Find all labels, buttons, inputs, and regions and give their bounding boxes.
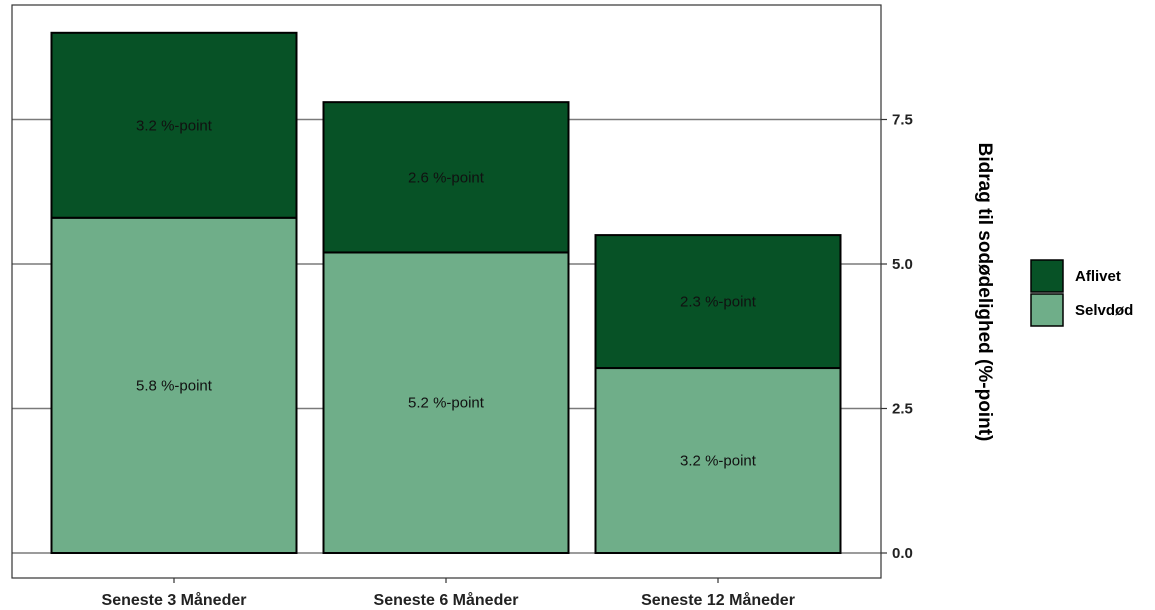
bar-value-labels: 5.8 %-point 3.2 %-point 5.2 %-point 2.6 %-p… (136, 117, 757, 469)
bar-value-label-selvdød-1: 5.2 %-point (408, 395, 485, 412)
x-tick-label-0: Seneste 3 Måneder (102, 591, 247, 609)
bars (50, 31, 842, 555)
x-tick-label-2: Seneste 12 Måneder (641, 591, 795, 609)
bar-value-label-selvdød-0: 5.8 %-point (136, 377, 213, 394)
bar-selvdød-0 (50, 216, 298, 554)
bar-value-label-selvdød-2: 3.2 %-point (680, 453, 757, 470)
bar-selvdød-2 (594, 367, 842, 555)
bar-value-label-aflivet-2: 2.3 %-point (680, 294, 757, 311)
bar-selvdød-1 (322, 251, 570, 554)
y-tick-label-1: 2.5 (892, 401, 913, 418)
y-tick-label-0: 0.0 (892, 545, 913, 562)
legend: Aflivet Selvdød (1030, 259, 1133, 327)
y-axis-title: Bidrag til sodødelighed (%-point) (974, 143, 995, 442)
y-tick-label-3: 7.5 (892, 112, 913, 129)
bar-value-label-aflivet-0: 3.2 %-point (136, 117, 213, 134)
legend-label-selvdød: Selvdød (1075, 302, 1133, 319)
x-tick-label-1: Seneste 6 Måneder (374, 591, 519, 609)
bar-value-label-aflivet-1: 2.6 %-point (408, 169, 485, 186)
bar-aflivet-1 (322, 101, 570, 254)
y-axis: 0.0 2.5 5.0 7.5 (881, 112, 913, 562)
bar-aflivet-2 (594, 234, 842, 370)
bar-aflivet-0 (50, 31, 298, 219)
legend-label-aflivet: Aflivet (1075, 268, 1121, 285)
x-axis: Seneste 3 Måneder Seneste 6 Måneder Senest… (102, 578, 795, 609)
y-tick-label-2: 5.0 (892, 256, 913, 273)
legend-swatch-selvdød (1030, 293, 1064, 327)
legend-swatch-aflivet (1030, 259, 1064, 293)
